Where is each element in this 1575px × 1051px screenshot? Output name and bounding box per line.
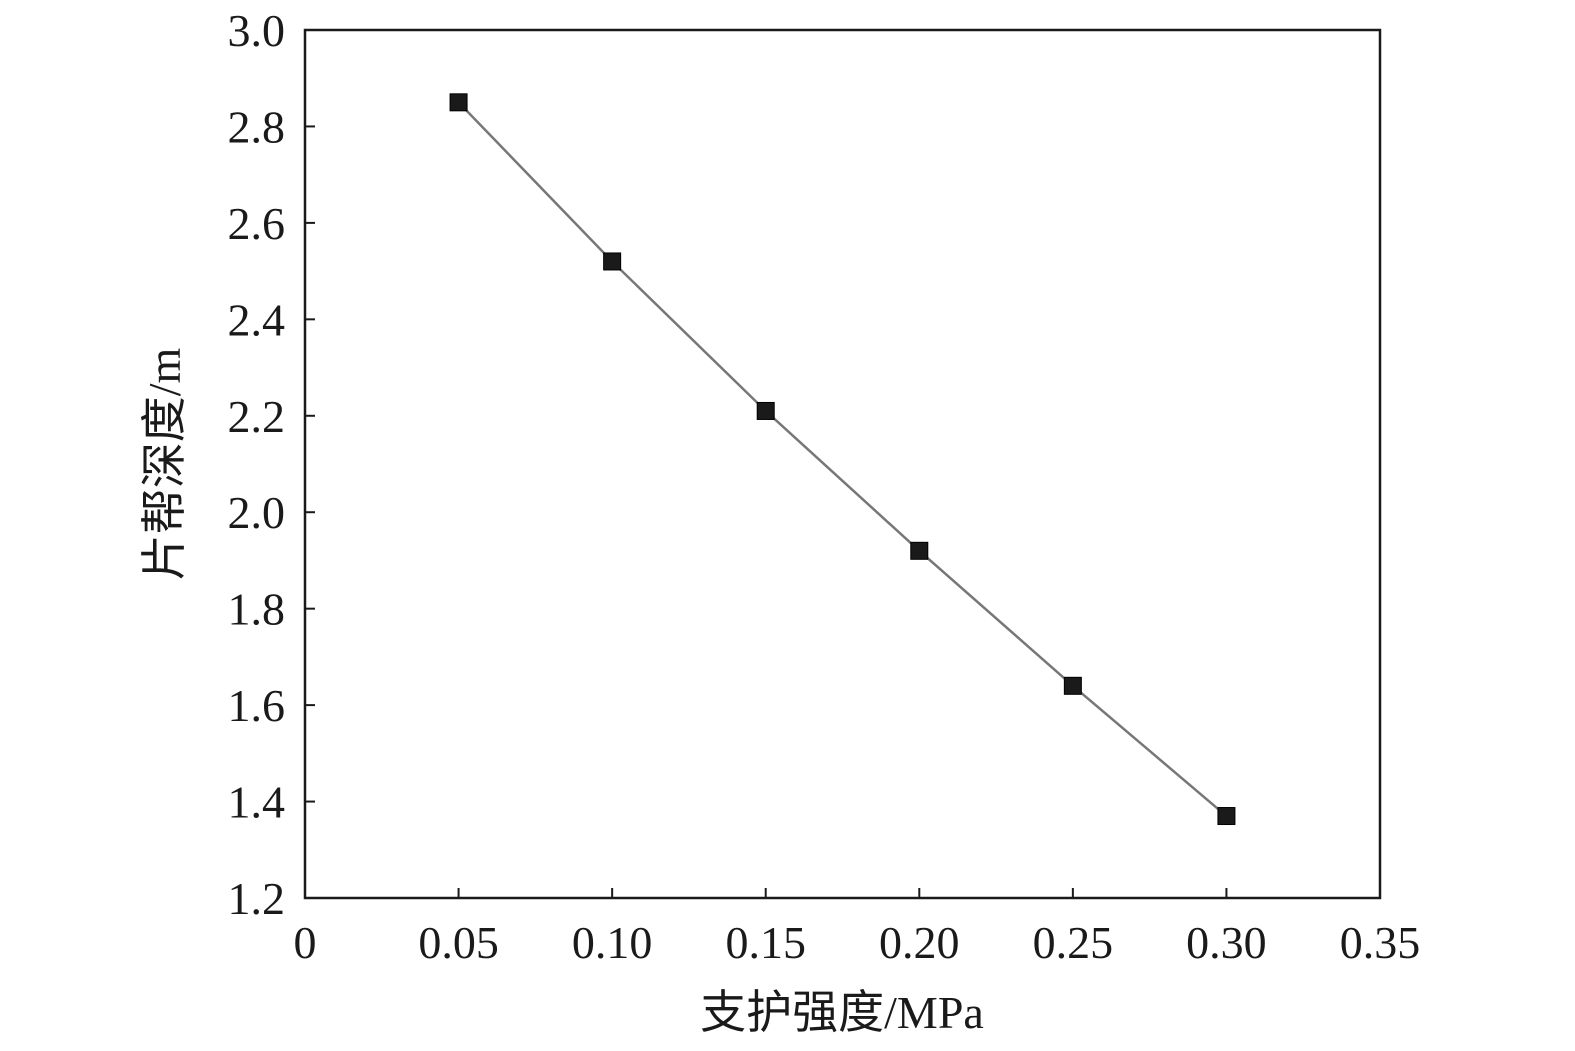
x-tick-label: 0.30 bbox=[1186, 917, 1267, 968]
y-tick-label: 1.8 bbox=[228, 584, 286, 635]
x-tick-label: 0.35 bbox=[1340, 917, 1421, 968]
x-tick-label: 0.25 bbox=[1033, 917, 1114, 968]
y-tick-label: 2.2 bbox=[228, 391, 286, 442]
series-line bbox=[457, 101, 1228, 817]
data-point-marker bbox=[910, 541, 929, 560]
y-axis-ticks: 1.2 1.4 1.6 1.8 2.0 2.2 2.4 2.6 2.8 3.0 bbox=[228, 5, 315, 924]
y-tick-label: 2.4 bbox=[228, 294, 286, 345]
series-layer bbox=[449, 93, 1236, 826]
y-tick-label: 1.2 bbox=[228, 873, 286, 924]
y-tick-label: 2.6 bbox=[228, 198, 286, 249]
x-axis-label: 支护强度/MPa bbox=[700, 987, 984, 1038]
data-point-marker bbox=[603, 252, 622, 271]
y-tick-label: 1.6 bbox=[228, 680, 286, 731]
y-axis-label: 片帮深度/m bbox=[139, 348, 190, 581]
x-tick-label: 0 bbox=[294, 917, 317, 968]
data-point-marker bbox=[449, 93, 468, 112]
x-tick-label: 0.15 bbox=[725, 917, 806, 968]
y-tick-label: 2.0 bbox=[228, 487, 286, 538]
data-point-marker bbox=[1217, 807, 1236, 826]
x-tick-label: 0.05 bbox=[418, 917, 499, 968]
y-tick-label: 1.4 bbox=[228, 777, 286, 828]
data-point-marker bbox=[1063, 676, 1082, 695]
x-tick-label: 0.10 bbox=[572, 917, 653, 968]
y-tick-label: 2.8 bbox=[228, 101, 286, 152]
plot-frame bbox=[303, 28, 1382, 900]
data-point-marker bbox=[756, 401, 775, 420]
x-tick-label: 0.20 bbox=[879, 917, 960, 968]
y-tick-label: 3.0 bbox=[228, 5, 286, 56]
x-axis-ticks: 0 0.05 0.10 0.15 0.20 0.25 0.30 0.35 bbox=[294, 888, 1421, 968]
